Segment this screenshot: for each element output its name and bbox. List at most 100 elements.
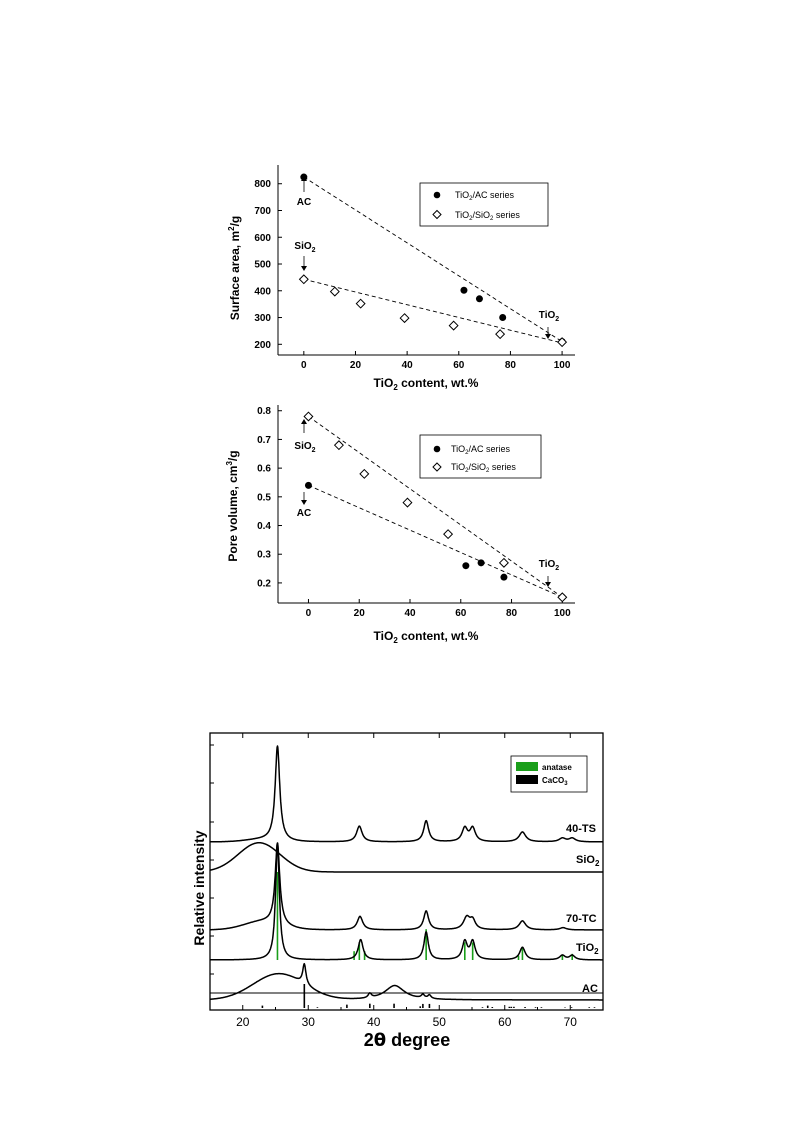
c2-legend-label-sio2: TiO2/SiO2 series (451, 462, 516, 474)
c1-legend: TiO2/AC series TiO2/SiO2 series (419, 182, 549, 227)
c1-legend-marker-sio2 (432, 209, 442, 220)
sio2-series-point (495, 329, 506, 340)
c2-legend: TiO2/AC series TiO2/SiO2 series (419, 434, 542, 479)
c1-annotation-tio2: TiO2 (539, 310, 559, 323)
xrd-label-tio2: TiO2 (576, 942, 599, 956)
c2-sio2-arrowhead (301, 419, 307, 424)
c2-legend-box (419, 434, 542, 479)
xrd-x-tick-label: 50 (433, 1015, 447, 1029)
ac-series-point (460, 286, 468, 294)
ac-series-point (475, 295, 483, 303)
y-tick-label: 0.7 (257, 435, 271, 446)
c2-data-points (303, 411, 568, 603)
c2-legend-label-ac: TiO2/AC series (451, 444, 511, 456)
c2-legend-marker-ac (433, 445, 441, 453)
trend-line (308, 484, 563, 598)
sio2-series-point (303, 411, 314, 422)
xrd-pattern-70-tc (209, 842, 604, 931)
xrd-x-tick-label: 20 (236, 1015, 250, 1029)
x-tick-label: 60 (453, 360, 465, 371)
xrd-label-70tc: 70-TC (566, 913, 597, 925)
c1-legend-label-ac: TiO2/AC series (455, 190, 515, 202)
sio2-series-point (443, 529, 454, 540)
ac-series-point (499, 314, 507, 322)
c2-annotation-ac: AC (297, 508, 311, 519)
xrd-label-40ts: 40-TS (566, 823, 596, 835)
y-tick-label: 400 (254, 286, 271, 297)
sio2-series-point (329, 286, 340, 297)
surface-area-chart: 0 20 40 60 80 100 200 300 400 500 600 700 800 TiO2 c… (227, 165, 575, 392)
y-tick-label: 300 (254, 313, 271, 324)
c2-ticks: 0 20 40 60 80 100 0.2 0.3 0.4 0.5 0.6 0.7 0.8 (257, 406, 571, 619)
xrd-x-tick-label: 30 (302, 1015, 316, 1029)
y-tick-label: 0.6 (257, 464, 271, 475)
y-tick-label: 500 (254, 260, 271, 271)
xrd-legend-swatch-caco3 (516, 775, 538, 784)
sio2-series-point (402, 497, 413, 508)
y-tick-label: 0.4 (257, 521, 271, 532)
xrd-chart: 20 30 40 50 60 70 2θ degree Relative intensit… (191, 732, 604, 1051)
y-tick-label: 700 (254, 206, 271, 217)
xrd-legend-label-anatase: anatase (542, 763, 572, 772)
sio2-series-point (359, 468, 370, 479)
ac-series-point (304, 481, 312, 489)
xrd-legend-swatch-anatase (516, 762, 538, 771)
sio2-series-point (355, 298, 366, 309)
ac-series-point (500, 573, 508, 581)
x-tick-label: 20 (354, 608, 366, 619)
y-tick-label: 200 (254, 340, 271, 351)
c1-annotation-sio2: SiO2 (294, 241, 315, 254)
xrd-x-tick-label: 40 (367, 1015, 381, 1029)
y-tick-label: 600 (254, 233, 271, 244)
c2-trendlines (308, 416, 563, 598)
x-tick-label: 0 (306, 608, 312, 619)
sio2-series-point (448, 320, 459, 331)
xrd-pattern-ac (209, 962, 604, 1001)
trend-line (308, 416, 563, 598)
x-tick-label: 0 (301, 360, 307, 371)
c2-annotation-sio2: SiO2 (294, 441, 315, 454)
xrd-pattern-tio2 (209, 842, 604, 961)
sio2-series-point (399, 313, 410, 324)
c1-annotation-ac: AC (297, 197, 311, 208)
x-tick-label: 40 (404, 608, 416, 619)
xrd-x-tick-label: 60 (498, 1015, 512, 1029)
xrd-label-ac: AC (582, 983, 598, 995)
c1-legend-label-sio2: TiO2/SiO2 series (455, 210, 520, 222)
c1-ac-arrowhead (301, 176, 307, 181)
x-tick-label: 40 (402, 360, 414, 371)
y-tick-label: 0.3 (257, 550, 271, 561)
c2-ac-arrowhead (301, 500, 307, 505)
c2-annotation-tio2: TiO2 (539, 559, 559, 572)
y-tick-label: 800 (254, 179, 271, 190)
c2-legend-marker-sio2 (432, 462, 442, 472)
xrd-label-sio2: SiO2 (576, 854, 600, 868)
c1-legend-box (419, 182, 549, 227)
x-tick-label: 100 (554, 360, 571, 371)
sio2-series-point (498, 557, 509, 568)
xrd-legend-label-caco3: CaCO3 (542, 776, 568, 787)
xrd-y-axis-title: Relative intensity (191, 830, 207, 945)
c1-y-axis-title: Surface area, m2/g (227, 216, 242, 321)
c1-ticks: 0 20 40 60 80 100 200 300 400 500 600 700 800 (254, 179, 571, 371)
xrd-pattern-40-ts (209, 745, 604, 843)
xrd-x-tick-label: 70 (564, 1015, 578, 1029)
c1-x-axis-title: TiO2 content, wt.% (374, 376, 479, 392)
xrd-legend: anatase CaCO3 (510, 755, 588, 793)
ac-series-point (462, 562, 470, 570)
y-tick-label: 0.2 (257, 578, 271, 589)
sio2-series-point (557, 337, 568, 348)
xrd-legend-box (510, 755, 588, 793)
sio2-series-point (557, 592, 568, 603)
c1-trendlines (303, 176, 563, 344)
trend-line (303, 278, 563, 344)
c2-y-axis-title: Pore volume, cm3/g (225, 450, 240, 561)
c2-x-axis-title: TiO2 content, wt.% (374, 629, 479, 645)
y-tick-label: 0.5 (257, 492, 271, 503)
xrd-pattern-sio2 (209, 842, 604, 873)
sio2-series-point (333, 440, 344, 451)
x-tick-label: 20 (350, 360, 362, 371)
c2-tio2-arrowhead (545, 582, 551, 587)
c1-tio2-arrowhead (545, 334, 551, 339)
